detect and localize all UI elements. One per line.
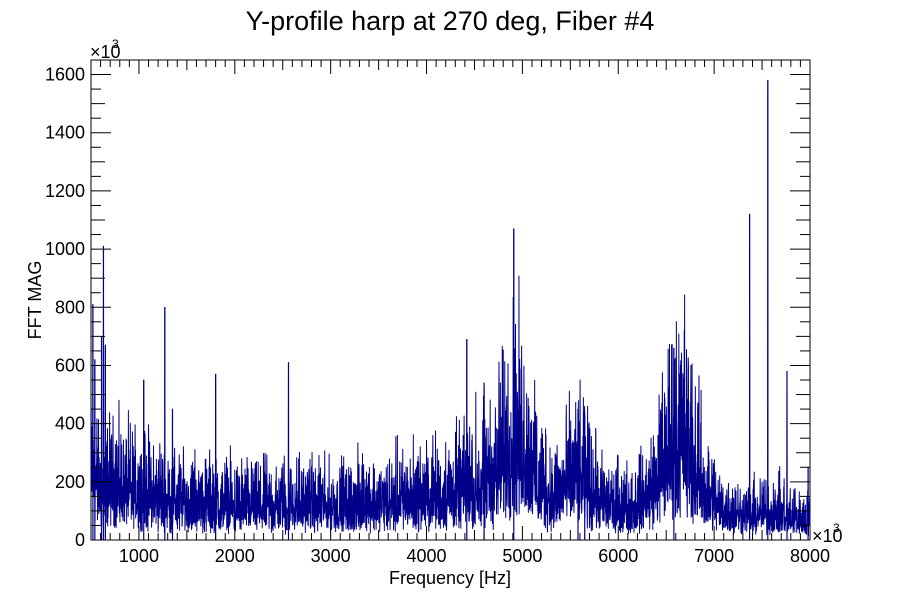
y-tick-label: 400 [55, 414, 85, 434]
x-tick-label: 2000 [215, 546, 255, 566]
plot-frame [90, 59, 811, 541]
y-tick-label: 600 [55, 355, 85, 375]
x-multiplier-base: ×10 [812, 526, 843, 546]
x-tick-label: 6000 [598, 546, 638, 566]
fft-magnitude-line [90, 79, 811, 537]
series-group [90, 79, 811, 540]
y-tick-label: 0 [75, 530, 85, 550]
y-multiplier-base: ×10 [90, 42, 121, 62]
x-tick-label: 4000 [407, 546, 447, 566]
x-tick-label: 1000 [119, 546, 159, 566]
y-tick-label: 1400 [45, 123, 85, 143]
x-axis-title: Frequency [Hz] [389, 568, 511, 588]
y-multiplier-exponent: 3 [112, 37, 119, 51]
x-tick-label: 5000 [502, 546, 542, 566]
x-tick-label: 8000 [790, 546, 830, 566]
y-tick-label: 1200 [45, 181, 85, 201]
x-axis-ticks: 1000 2000 3000 4000 5000 6000 7000 8000 [90, 60, 830, 566]
y-axis-title: FFT MAG [25, 261, 45, 340]
chart-title: Y-profile harp at 270 deg, Fiber #4 [246, 6, 655, 36]
x-axis-multiplier: ×10 3 [812, 521, 843, 546]
x-multiplier-exponent: 3 [833, 521, 840, 535]
y-tick-label: 1600 [45, 65, 85, 85]
y-axis-ticks: 0 200 400 600 800 1000 1200 1400 1600 [45, 65, 810, 550]
x-tick-label: 7000 [694, 546, 734, 566]
y-tick-label: 800 [55, 297, 85, 317]
y-axis-multiplier: ×10 3 [90, 37, 121, 62]
x-tick-label: 3000 [311, 546, 351, 566]
y-tick-label: 200 [55, 472, 85, 492]
y-tick-label: 1000 [45, 239, 85, 259]
